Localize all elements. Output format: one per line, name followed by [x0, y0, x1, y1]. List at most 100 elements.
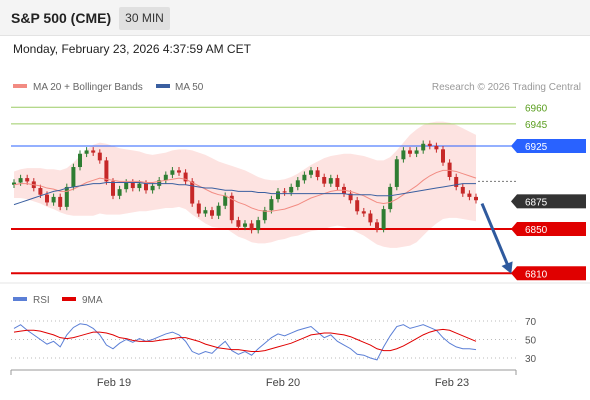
candle-body: [348, 193, 353, 201]
ma20-line: [13, 169, 477, 212]
candle-body: [91, 150, 96, 153]
candle-body: [18, 178, 23, 183]
candle-body: [388, 186, 393, 210]
candle-body: [111, 181, 115, 196]
projection-arrow-head: [501, 261, 513, 274]
legend-ma50-swatch: [156, 84, 170, 88]
candle-body: [282, 191, 287, 193]
level-label-pointer-6810: [511, 266, 517, 281]
candle-body: [368, 213, 373, 223]
candle-body: [236, 220, 241, 227]
level-label-box-6925: [517, 139, 586, 153]
rsi-tick-70: 70: [525, 317, 537, 328]
candle-body: [302, 174, 307, 181]
candle-body: [467, 193, 472, 197]
timeframe-button[interactable]: 30 MIN: [119, 7, 170, 30]
rsi-legend-label: RSI: [33, 295, 50, 306]
rsi-ma-line: [13, 328, 477, 353]
level-label-pointer-6875: [511, 194, 517, 209]
candle-body: [434, 146, 439, 150]
candle-body: [130, 182, 135, 189]
bollinger-band: [14, 121, 476, 248]
candle-body: [381, 209, 386, 229]
candle-body: [394, 159, 399, 187]
candle-body: [170, 170, 175, 175]
x-tick-label: Feb 23: [435, 377, 469, 389]
x-tick-label: Feb 19: [97, 377, 131, 389]
candle-body: [229, 195, 234, 221]
x-tick-label: Feb 20: [266, 377, 300, 389]
candle-body: [216, 205, 221, 216]
rsi-tick-50: 50: [525, 336, 537, 347]
candle-body: [262, 210, 267, 221]
copyright-text: Research © 2026 Trading Central: [432, 82, 581, 93]
candle-body: [45, 194, 49, 203]
level-label-box-6850: [517, 222, 586, 236]
candle-body: [421, 143, 426, 151]
rsi-ma-legend-label: 9MA: [82, 295, 103, 306]
candle-body: [38, 188, 43, 195]
projection-arrow-shaft: [480, 202, 511, 269]
candle-body: [177, 170, 181, 173]
candle-body: [454, 176, 459, 187]
candle-body: [243, 223, 247, 227]
candle-body: [441, 149, 445, 163]
candle-body: [124, 182, 129, 190]
candle-body: [315, 170, 320, 177]
candle-body: [183, 172, 188, 182]
candle-body: [375, 222, 379, 229]
level-label-6810: 6810: [525, 269, 548, 280]
candle-body: [295, 180, 300, 187]
candle-body: [249, 223, 254, 231]
candle-body: [460, 186, 465, 194]
candle-body: [51, 196, 56, 203]
candle-body: [401, 150, 406, 160]
candle-body: [269, 199, 274, 211]
candle-body: [71, 167, 76, 187]
ma50-line: [13, 182, 476, 206]
candle-body: [414, 150, 419, 154]
candle-body: [276, 191, 280, 200]
level-label-pointer-6850: [511, 222, 517, 236]
candle-body: [427, 143, 432, 146]
candle-body: [84, 150, 89, 154]
level-label-6875: 6875: [525, 197, 548, 208]
legend-ma20-label: MA 20 + Bollinger Bands: [33, 82, 143, 93]
candle-body: [58, 196, 63, 207]
candle-body: [289, 186, 294, 193]
rsi-ma-legend-swatch: [62, 297, 76, 301]
candle-body: [196, 203, 201, 214]
candle-body: [12, 182, 16, 185]
candle-body: [355, 200, 360, 212]
legend-ma50-label: MA 50: [175, 82, 204, 93]
candle-body: [190, 181, 195, 204]
candle-body: [117, 189, 122, 196]
candle-body: [335, 178, 340, 187]
candle-body: [150, 185, 155, 191]
level-label-box-6875: [517, 194, 586, 209]
candle-body: [137, 183, 142, 189]
candle-body: [97, 152, 102, 161]
level-label-6925: 6925: [525, 142, 548, 153]
candle-body: [328, 178, 333, 184]
candle-body: [210, 210, 214, 216]
candle-body: [309, 170, 313, 175]
candle-body: [64, 186, 69, 207]
candle-body: [157, 180, 162, 186]
candle-body: [163, 174, 168, 181]
symbol-title: S&P 500 (CME): [11, 10, 112, 26]
level-label-pointer-6925: [511, 139, 517, 153]
level-label-box-6810: [517, 266, 586, 281]
rsi-tick-30: 30: [525, 354, 537, 365]
chart-datetime: Monday, February 23, 2026 4:37:59 AM CET: [13, 42, 251, 56]
candle-body: [78, 153, 82, 168]
legend-ma20-swatch: [13, 84, 27, 88]
candle-body: [256, 220, 261, 231]
candle-body: [144, 183, 148, 191]
chart-header: S&P 500 (CME) 30 MIN: [0, 0, 590, 36]
candle-body: [474, 196, 478, 201]
candle-body: [104, 160, 109, 182]
rsi-line: [13, 323, 477, 361]
rsi-legend-swatch: [13, 297, 27, 301]
